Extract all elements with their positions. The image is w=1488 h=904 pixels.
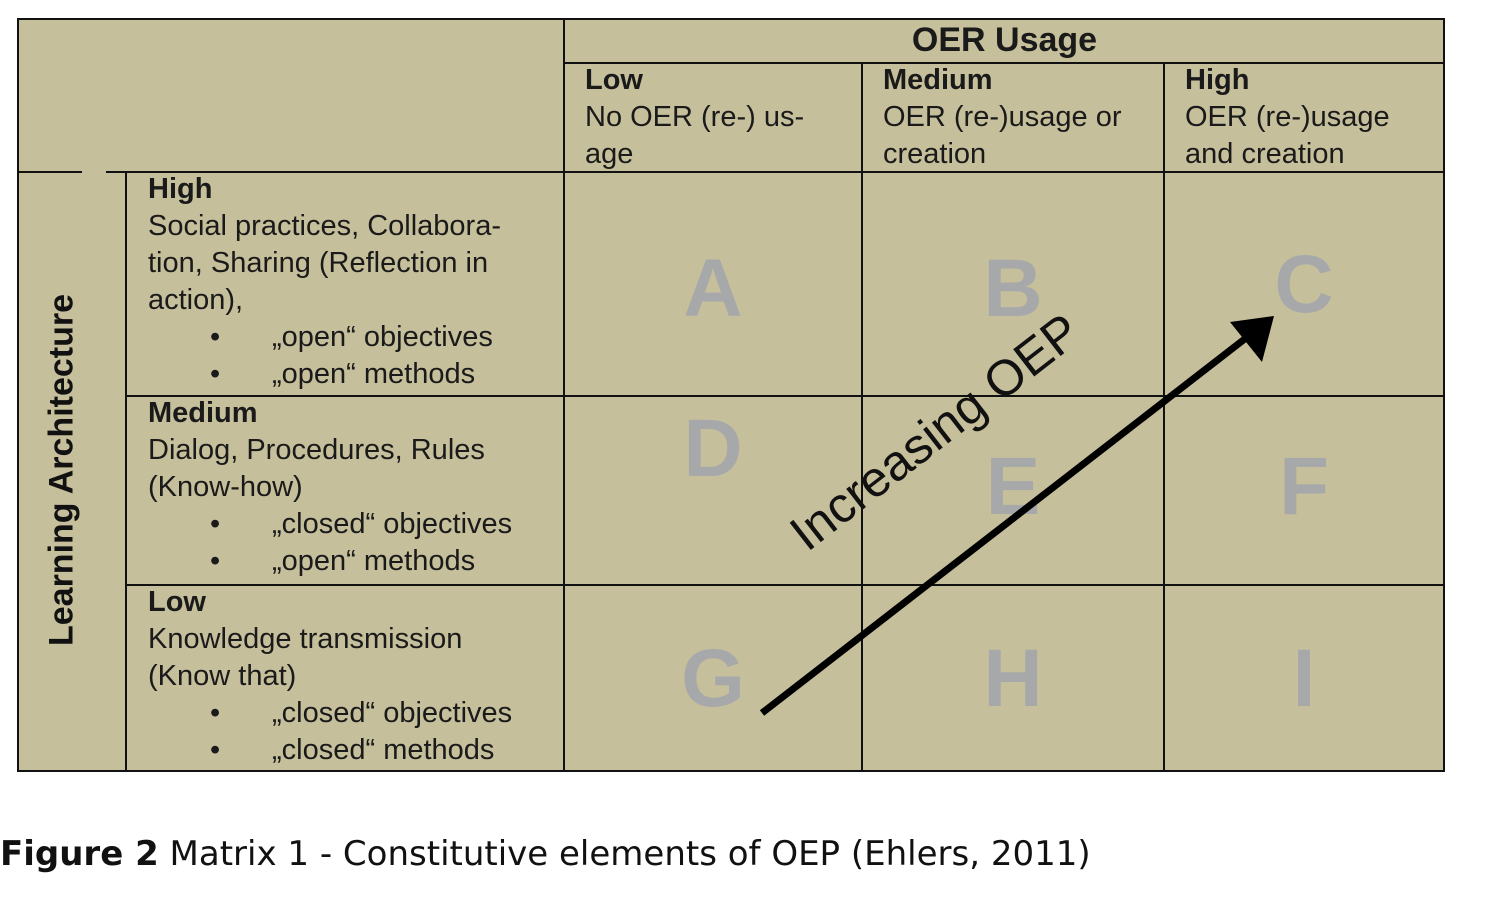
caption-text: Matrix 1 - Constitutive elements of OEP … bbox=[158, 834, 1091, 874]
increasing-oep-arrow bbox=[759, 328, 1258, 716]
column-level: Low bbox=[585, 64, 643, 96]
column-header-low: Low No OER (re-) us-age bbox=[585, 62, 845, 173]
cell-e: E bbox=[985, 441, 1041, 532]
bullet-item: „closed“ objectives bbox=[148, 695, 558, 732]
cell-b: B bbox=[983, 243, 1043, 334]
grid-line bbox=[861, 62, 863, 772]
grid-line bbox=[1163, 62, 1165, 772]
bullet-item: „open“ objectives bbox=[148, 319, 548, 356]
row-header-low: Low Knowledge transmission (Know that) „… bbox=[148, 584, 558, 769]
row-level: Medium bbox=[148, 397, 258, 429]
column-desc: OER (re-)usage or creation bbox=[883, 101, 1122, 170]
row-desc: Social practices, Collabora-tion, Sharin… bbox=[148, 210, 501, 316]
column-desc: OER (re-)usage and creation bbox=[1185, 101, 1390, 170]
figure-caption: Figure 2 Matrix 1 - Constitutive element… bbox=[0, 834, 1091, 874]
column-header-medium: Medium OER (re-)usage or creation bbox=[883, 62, 1153, 173]
column-header-high: High OER (re-)usage and creation bbox=[1185, 62, 1425, 173]
column-desc: No OER (re-) us-age bbox=[585, 101, 805, 170]
grid-line bbox=[126, 584, 1445, 586]
cell-g: G bbox=[681, 633, 745, 724]
grid-line bbox=[125, 172, 127, 772]
bullet-item: „open“ methods bbox=[148, 356, 548, 393]
cell-a: A bbox=[683, 243, 743, 334]
bullet-item: „closed“ objectives bbox=[148, 506, 558, 543]
caption-label: Figure 2 bbox=[0, 834, 159, 874]
cell-i: I bbox=[1292, 633, 1316, 724]
cell-f: F bbox=[1278, 441, 1330, 532]
bullet-item: „closed“ methods bbox=[148, 732, 558, 769]
column-level: High bbox=[1185, 64, 1250, 96]
column-level: Medium bbox=[883, 64, 993, 96]
grid-line bbox=[564, 62, 1445, 64]
grid-line bbox=[126, 395, 1445, 397]
row-header-high: High Social practices, Collabora-tion, S… bbox=[148, 171, 548, 393]
grid-line bbox=[17, 171, 82, 173]
cell-h: H bbox=[983, 633, 1043, 724]
row-level: Low bbox=[148, 586, 206, 618]
row-header-medium: Medium Dialog, Procedures, Rules (Know-h… bbox=[148, 395, 558, 580]
header-title: OER Usage bbox=[911, 21, 1098, 59]
row-desc: Knowledge transmission (Know that) bbox=[148, 623, 463, 692]
row-level: High bbox=[148, 173, 213, 205]
bullet-item: „open“ methods bbox=[148, 543, 558, 580]
cell-c: C bbox=[1274, 239, 1334, 330]
row-desc: Dialog, Procedures, Rules (Know-how) bbox=[148, 434, 485, 503]
arrow-head-icon bbox=[1230, 316, 1274, 362]
grid-line bbox=[106, 171, 1445, 173]
cell-d: D bbox=[683, 403, 743, 494]
